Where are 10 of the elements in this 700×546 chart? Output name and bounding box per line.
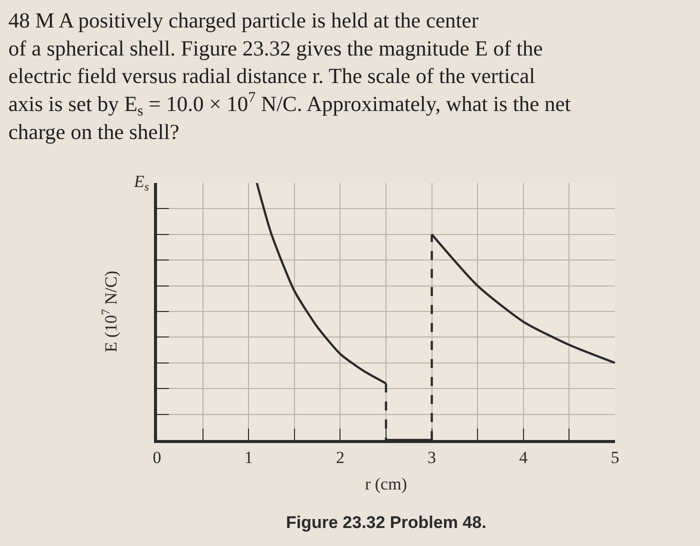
x-tick-label: 4: [519, 448, 528, 468]
x-axis-title: r (cm): [364, 474, 408, 494]
x-tick-label: 0: [152, 448, 162, 468]
text: E$_{s}$: [133, 172, 150, 194]
x-tick-label: 5: [610, 448, 620, 468]
x-tick-label: 1: [244, 448, 253, 468]
caption: Figure 23.32 Problem 48.: [286, 513, 486, 532]
x-tick-label: 2: [336, 448, 344, 468]
chart-title: 48 M A positively charged particle is held at the center of a spherical shell. Figure 23.32 gives the magnitude E of the electric field versus radial distance r. The scale of the vertical axis is set by E$_{s}$ = 10.0 × 10$^{7}$ N/C. Approximately, what is the net charge on the shell?: [8, 8, 571, 144]
x-tick-label: 3: [428, 448, 436, 468]
